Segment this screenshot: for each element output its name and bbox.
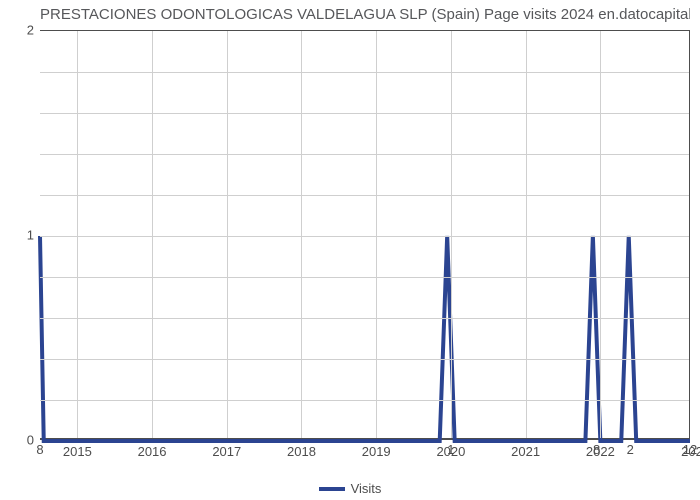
hgrid-minor: [40, 195, 689, 196]
vgrid: [301, 31, 302, 438]
hgrid-minor: [40, 318, 689, 319]
x-tick-label: 2022: [586, 444, 615, 459]
plot-area: [40, 30, 690, 440]
aux-label: 2: [627, 442, 634, 457]
aux-label: 8: [593, 442, 600, 457]
x-tick-label: 2018: [287, 444, 316, 459]
aux-label: 1: [447, 442, 454, 457]
hgrid-minor: [40, 154, 689, 155]
x-tick-label: 2016: [138, 444, 167, 459]
x-tick-label: 2017: [212, 444, 241, 459]
chart-container: PRESTACIONES ODONTOLOGICAS VALDELAGUA SL…: [0, 0, 700, 500]
y-tick-label: 2: [0, 23, 34, 38]
hgrid-minor: [40, 359, 689, 360]
legend-label: Visits: [351, 481, 382, 496]
chart-title: PRESTACIONES ODONTOLOGICAS VALDELAGUA SL…: [40, 6, 690, 23]
vgrid: [600, 31, 601, 438]
vgrid: [451, 31, 452, 438]
y-tick-label: 1: [0, 228, 34, 243]
legend-swatch: [319, 487, 345, 491]
x-tick-label: 2015: [63, 444, 92, 459]
x-tick-label: 2019: [362, 444, 391, 459]
corner-label-bottom-left: 8: [36, 442, 43, 457]
vgrid: [77, 31, 78, 438]
corner-label-bottom-right: 12: [683, 442, 697, 457]
vgrid: [152, 31, 153, 438]
y-tick-label: 0: [0, 433, 34, 448]
hgrid-major: [40, 236, 689, 237]
vgrid: [526, 31, 527, 438]
hgrid-minor: [40, 277, 689, 278]
hgrid-minor: [40, 72, 689, 73]
chart-legend: Visits: [0, 480, 700, 496]
vgrid: [376, 31, 377, 438]
vgrid: [227, 31, 228, 438]
x-tick-label: 2021: [511, 444, 540, 459]
hgrid-minor: [40, 113, 689, 114]
hgrid-minor: [40, 400, 689, 401]
